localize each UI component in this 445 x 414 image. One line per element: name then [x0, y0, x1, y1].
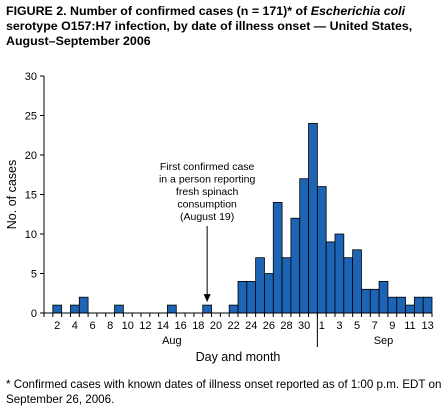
bar: [52, 304, 63, 314]
y-tick-label: 25: [25, 111, 37, 123]
bar: [281, 257, 292, 314]
y-tick-label: 5: [31, 269, 37, 281]
x-tick-label: 8: [107, 320, 113, 332]
bar: [114, 304, 124, 314]
bar: [237, 280, 248, 314]
x-tick-label: 28: [280, 320, 292, 332]
bar: [308, 123, 318, 314]
annotation-line: consumption: [177, 199, 237, 211]
bar: [396, 296, 406, 314]
bar: [325, 241, 336, 314]
bar: [290, 217, 301, 314]
bar: [343, 257, 354, 314]
bar: [272, 201, 283, 314]
x-tick-label: 20: [210, 320, 222, 332]
y-tick-label: 10: [25, 229, 37, 241]
x-tick-label: 16: [175, 320, 187, 332]
x-tick-label: 3: [336, 320, 342, 332]
title-part-b: serotype O157:H7 infection, by date of i…: [6, 19, 413, 48]
y-tick-label: 30: [25, 71, 37, 83]
bar: [70, 304, 80, 314]
title-italic: Escherichia coli: [310, 4, 406, 18]
x-tick-label: 2: [54, 320, 60, 332]
x-tick-label: 22: [227, 320, 239, 332]
figure-title: FIGURE 2. Number of confirmed cases (n =…: [6, 4, 442, 49]
bar: [369, 288, 380, 314]
x-tick-label: 30: [298, 320, 310, 332]
x-tick-label: 10: [122, 320, 134, 332]
x-tick-label: 7: [372, 320, 378, 332]
bar: [387, 296, 398, 314]
bar: [352, 249, 362, 314]
bar: [316, 186, 327, 314]
x-tick-label: 18: [192, 320, 204, 332]
footnote: * Confirmed cases with known dates of il…: [6, 378, 442, 406]
annotation-arrow-head: [203, 294, 211, 303]
x-tick-label: 5: [354, 320, 360, 332]
figure-label: FIGURE 2.: [6, 4, 67, 18]
x-tick-label: 24: [245, 320, 257, 332]
bar: [202, 304, 212, 314]
x-tick-label: 14: [157, 320, 169, 332]
annotation-line: in a person reporting: [159, 174, 255, 186]
bar: [167, 304, 177, 314]
bar: [361, 288, 371, 314]
x-tick-label: 4: [72, 320, 78, 332]
y-tick-label: 0: [31, 308, 37, 320]
bar: [334, 233, 345, 314]
bars: [52, 123, 433, 314]
bar: [405, 304, 415, 314]
bar: [228, 304, 239, 314]
x-tick-label: 12: [139, 320, 151, 332]
bar: [378, 280, 389, 314]
x-tick-label: 11: [404, 320, 415, 332]
month-label-sep: Sep: [374, 335, 394, 347]
x-tick-label: 9: [389, 320, 395, 332]
bar: [299, 178, 309, 314]
y-tick-label: 15: [25, 190, 37, 202]
bar: [264, 273, 274, 314]
x-tick-label: 1: [319, 320, 325, 332]
x-axis-label: Day and month: [196, 350, 281, 364]
bar: [422, 296, 433, 314]
annotation-line: (August 19): [180, 211, 234, 223]
bar: [78, 296, 89, 314]
x-tick-label: 13: [421, 320, 433, 332]
annotation-line: First confirmed case: [160, 161, 255, 173]
x-tick-label: 6: [89, 320, 95, 332]
bar: [413, 296, 424, 314]
bar: [246, 280, 257, 314]
title-part-a: Number of confirmed cases (n = 171)* of: [70, 4, 311, 18]
axes: [40, 75, 433, 347]
y-axis-label: No. of cases: [5, 160, 19, 229]
annotation-line: fresh spinach: [176, 186, 239, 198]
bar: [255, 257, 265, 314]
y-tick-label: 20: [25, 150, 37, 162]
x-tick-label: 26: [263, 320, 275, 332]
month-label-aug: Aug: [162, 335, 182, 347]
